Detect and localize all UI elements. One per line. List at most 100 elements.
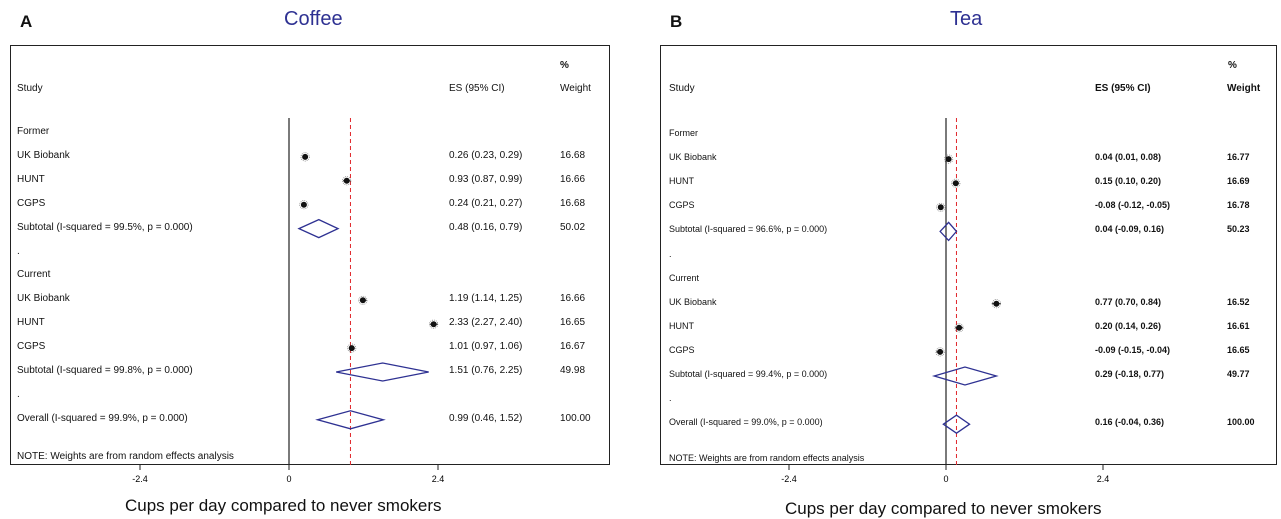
panel-coffee: A Coffee % Study ES (95% CI) Weight NOTE… — [0, 0, 615, 519]
overall-diamond — [942, 414, 971, 434]
study-label: UK Biobank — [669, 296, 717, 307]
point-estimate-halo — [954, 323, 964, 333]
weight-value: 50.23 — [1227, 224, 1250, 235]
point-estimate — [302, 153, 309, 160]
point-estimate-halo — [936, 202, 946, 212]
effect-size-value: 0.16 (-0.04, 0.36) — [1095, 417, 1165, 428]
effect-size-value: 1.51 (0.76, 2.25) — [449, 365, 523, 376]
effect-size-value: -0.09 (-0.15, -0.04) — [1095, 344, 1171, 355]
weight-value: 49.77 — [1227, 369, 1250, 379]
effect-size-value: 0.99 (0.46, 1.52) — [449, 412, 523, 424]
subtotal-label: Subtotal (I-squared = 99.5%, p = 0.000) — [17, 221, 193, 233]
point-estimate — [348, 345, 355, 352]
es-header: ES (95% CI) — [1095, 83, 1151, 94]
point-estimate-halo — [347, 343, 357, 353]
effect-size-value: 0.93 (0.87, 0.99) — [449, 173, 523, 185]
study-label: HUNT — [17, 173, 45, 185]
weight-value: 16.68 — [560, 149, 586, 161]
study-header: Study — [669, 83, 695, 94]
chart-title: Coffee — [284, 8, 343, 30]
plot-frame — [10, 45, 610, 465]
point-estimate — [952, 180, 959, 187]
point-estimate — [993, 300, 1000, 307]
weight-header: Weight — [1227, 83, 1261, 94]
effect-size-value: 0.48 (0.16, 0.79) — [449, 221, 523, 233]
weight-value: 16.78 — [1227, 200, 1250, 211]
forest-plot-svg: -2.4 0 2.4 — [132, 118, 445, 484]
subtotal-diamond — [336, 362, 429, 382]
x-tick-label: 2.4 — [1097, 474, 1110, 484]
subtotal-diamond — [931, 366, 999, 386]
point-estimate-halo — [358, 295, 368, 305]
point-estimate-halo — [951, 178, 961, 188]
subtotal-diamond — [939, 221, 958, 242]
plot-frame — [660, 45, 1277, 465]
spacer-dot: . — [669, 248, 672, 259]
study-label: HUNT — [669, 176, 694, 187]
es-header: ES (95% CI) — [449, 83, 505, 94]
subtotal-label: Subtotal (I-squared = 96.6%, p = 0.000) — [669, 224, 828, 235]
weight-value: 50.02 — [560, 221, 586, 233]
weights-note: NOTE: Weights are from random effects an… — [669, 453, 865, 463]
point-estimate-halo — [299, 200, 309, 210]
effect-size-value: 0.29 (-0.18, 0.77) — [1095, 369, 1165, 379]
x-tick-label: -2.4 — [132, 474, 148, 484]
spacer-dot: . — [17, 245, 20, 257]
x-tick-label: 0 — [286, 474, 291, 484]
point-estimate — [430, 321, 437, 328]
effect-size-value: 1.01 (0.97, 1.06) — [449, 341, 523, 353]
chart-title: Tea — [950, 8, 983, 30]
panel-letter: A — [20, 12, 33, 31]
point-estimate-halo — [342, 176, 352, 186]
subtotal-label: Subtotal (I-squared = 99.4%, p = 0.000) — [669, 369, 828, 379]
point-estimate-halo — [429, 319, 439, 329]
study-label: HUNT — [17, 317, 45, 329]
effect-size-value: 0.77 (0.70, 0.84) — [1095, 296, 1162, 307]
point-estimate-halo — [944, 154, 954, 164]
weights-note: NOTE: Weights are from random effects an… — [17, 451, 234, 462]
weight-value: 16.68 — [560, 197, 586, 209]
effect-size-value: 0.26 (0.23, 0.29) — [449, 149, 523, 161]
group-label: Former — [669, 128, 698, 138]
study-label: UK Biobank — [17, 149, 70, 161]
weight-value: 100.00 — [560, 412, 591, 424]
study-header: Study — [17, 83, 43, 94]
weight-value: 49.98 — [560, 365, 586, 376]
effect-size-value: 0.24 (0.21, 0.27) — [449, 197, 523, 209]
weight-value: 16.66 — [560, 293, 586, 305]
weight-percent-header: % — [560, 60, 569, 71]
point-estimate-halo — [991, 299, 1001, 309]
point-estimate — [300, 201, 307, 208]
group-label: Current — [669, 272, 700, 283]
effect-size-value: 0.04 (0.01, 0.08) — [1095, 152, 1162, 163]
point-estimate-halo — [300, 152, 310, 162]
point-estimate — [945, 156, 952, 163]
weight-value: 16.69 — [1227, 176, 1250, 187]
subtotal-label: Subtotal (I-squared = 99.8%, p = 0.000) — [17, 365, 193, 376]
effect-size-value: 0.15 (0.10, 0.20) — [1095, 176, 1162, 187]
weight-value: 100.00 — [1227, 417, 1255, 428]
study-label: CGPS — [17, 341, 46, 353]
spacer-dot: . — [17, 388, 20, 400]
group-label: Current — [17, 269, 51, 281]
effect-size-value: 0.04 (-0.09, 0.16) — [1095, 224, 1165, 235]
weight-percent-header: % — [1228, 60, 1237, 71]
spacer-dot: . — [669, 393, 672, 404]
study-label: CGPS — [669, 344, 695, 355]
overall-label: Overall (I-squared = 99.9%, p = 0.000) — [17, 412, 188, 424]
x-tick-label: 2.4 — [432, 474, 445, 484]
weight-value: 16.65 — [560, 317, 586, 329]
group-label: Former — [17, 126, 50, 137]
x-axis-label: Cups per day compared to never smokers — [125, 496, 442, 515]
x-tick-label: -2.4 — [781, 474, 797, 484]
weight-value: 16.52 — [1227, 296, 1250, 307]
forest-plot-svg: -2.4 0 2.4 — [781, 118, 1110, 484]
overall-label: Overall (I-squared = 99.0%, p = 0.000) — [669, 417, 823, 428]
x-axis-label: Cups per day compared to never smokers — [785, 499, 1102, 518]
effect-size-value: 1.19 (1.14, 1.25) — [449, 293, 523, 305]
weight-value: 16.77 — [1227, 152, 1250, 163]
weight-value: 16.66 — [560, 173, 586, 185]
effect-size-value: 2.33 (2.27, 2.40) — [449, 317, 523, 329]
study-label: UK Biobank — [17, 293, 70, 305]
weight-value: 16.65 — [1227, 344, 1250, 355]
